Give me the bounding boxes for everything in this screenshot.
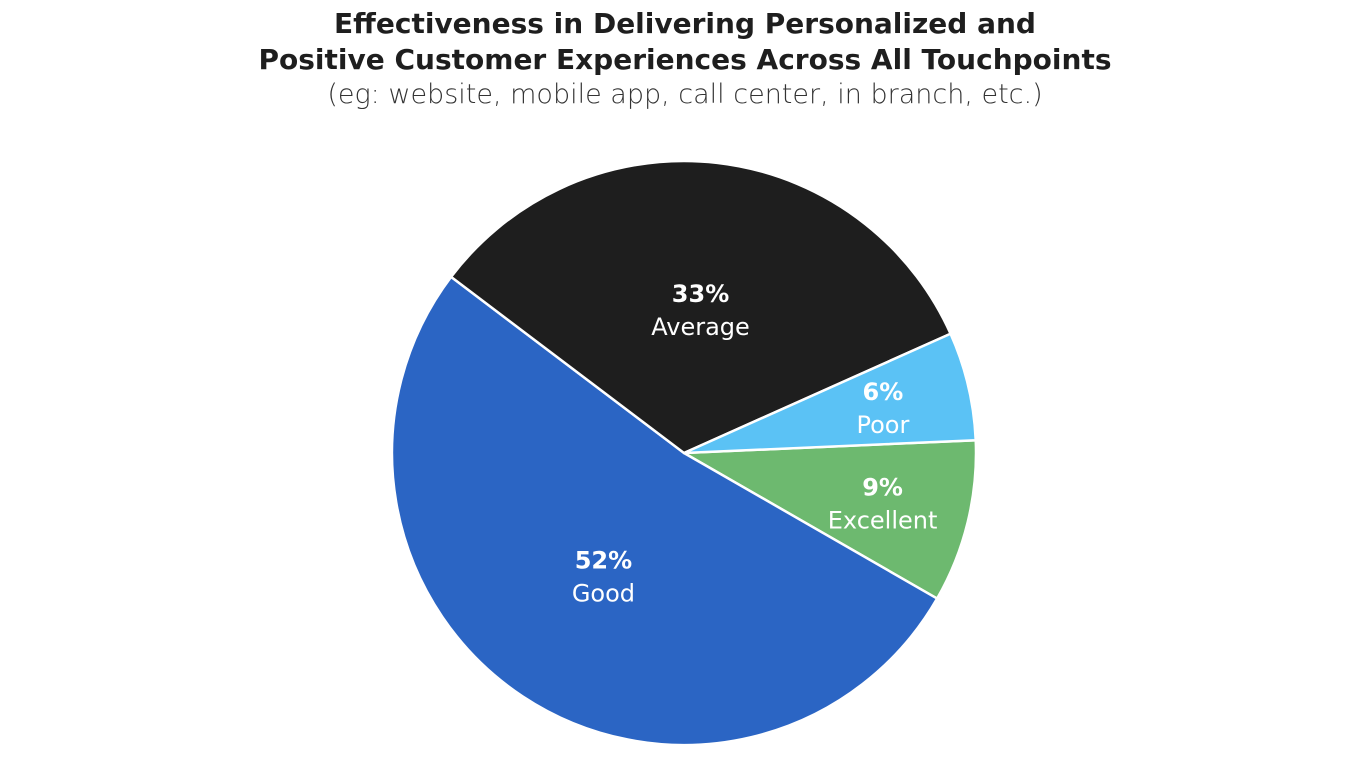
subtitle: (eg: website, mobile app, call center, i… — [327, 79, 1043, 110]
data-label-category: Average — [651, 313, 750, 341]
pie-slice-average — [449, 159, 953, 455]
data-label-category: Excellent — [828, 506, 938, 534]
pie-slice-good — [390, 275, 939, 747]
data-label-value: 6% — [863, 378, 904, 406]
data-label-category: Poor — [856, 411, 909, 439]
data-label-value: 33% — [672, 280, 729, 308]
pie-slice-excellent — [679, 438, 978, 601]
title-line-1: Effectiveness in Delivering Personalized… — [334, 7, 1036, 40]
title-line-2: Positive Customer Experiences Across All… — [258, 43, 1112, 76]
pie-slice-poor — [683, 332, 978, 455]
data-label-value: 52% — [575, 547, 632, 575]
data-label-category: Good — [572, 580, 635, 608]
data-label-value: 9% — [862, 473, 903, 501]
chart-title: Effectiveness in Delivering Personalized… — [0, 6, 1370, 112]
